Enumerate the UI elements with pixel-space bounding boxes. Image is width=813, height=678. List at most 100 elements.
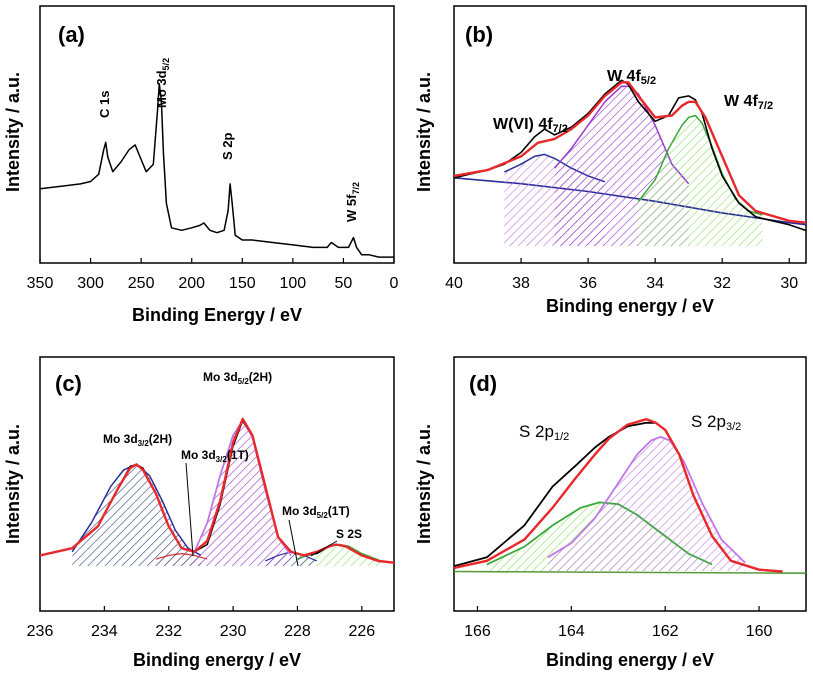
panel-b-annot-w4f52-sub: 5/2 [641,75,656,87]
panel-a-annot-mo3d-sub: 5/2 [161,58,171,71]
panel-a-annot-w5f-sub: 7/2 [351,182,361,195]
panel-d-ticks: 166 164 162 160 [464,606,773,640]
panel-a-xtick-label: 150 [229,275,256,292]
panel-a-title: (a) [58,22,85,47]
panel-b-xtick-label: 32 [713,275,731,292]
panel-c-leader-s2s [310,540,338,557]
panel-c-leader-1t-b [288,519,299,567]
panel-d-xlabel: Binding energy / eV [546,650,714,670]
panel-b-ticks: 40 38 36 34 32 30 [445,258,798,292]
panel-c-xtick-label: 236 [27,623,54,640]
panel-b-series [453,79,807,246]
panel-b-annot-w4f52: W 4f5/2 [607,68,656,87]
panel-a-annot-s2p: S 2p [220,132,235,160]
panel-d-frame [453,356,807,612]
panel-a-xtick-label: 50 [335,275,353,292]
panel-b-xtick-label: 38 [512,275,530,292]
panel-c-ticks: 236 234 232 230 228 226 [27,606,375,640]
panel-a-ticks: 350 300 250 200 150 100 50 0 [27,258,399,292]
panel-c-annot-mo-d32-2h-tail: (2H) [149,432,172,446]
panel-c-xlabel: Binding energy / eV [133,650,301,670]
panel-d-annot-s2p12: S 2p1/2 [519,422,569,443]
panel-d-annot-s2p12-main: S 2p [519,422,554,441]
panel-a-frame [39,5,395,264]
panel-b-annot-wvi: W(VI) 4f7/2 [493,116,568,135]
panel-b-title: (b) [465,22,493,47]
panel-c-annot-mo-d52-2h: Mo 3d5/2(2H) [203,370,272,386]
panel-b-annot-w4f72-sub: 7/2 [758,100,773,112]
panel-b-frame [453,5,807,264]
panel-a-xtick-label: 350 [27,275,54,292]
panel-c-leader-1t [185,462,194,557]
panel-a-annot-mo3d: Mo 3d5/2 [154,58,171,108]
panel-c-annot-mo-d52-1t-tail: (1T) [328,504,350,518]
panel-c-area-mo-3d3-2-2h [72,464,201,566]
panel-c-xtick-label: 226 [348,623,375,640]
panel-d-xtick-label: 164 [558,623,585,640]
panel-d-ylabel: Intensity / a.u. [414,424,434,544]
panel-b-annot-w4f72: W 4f7/2 [724,93,773,112]
panel-a: (a) 350 300 250 200 150 100 50 0 Binding Energy… [3,5,399,325]
panel-b-line-raw [453,79,807,232]
panel-c-annot-mo-d32-2h: Mo 3d3/2(2H) [103,432,172,448]
panel-c-annot-mo-d32-2h-sub: 3/2 [138,439,150,448]
panel-b-annot-w4f52-main: W 4f [607,68,641,85]
panel-c-annot-mo-d52-1t: Mo 3d5/2(1T) [282,504,350,520]
panel-d-line-s-2p3-2 [547,436,746,564]
panel-c-xtick-label: 230 [220,623,247,640]
panel-b-line-w-4f5-2 [554,85,690,185]
panel-d-annot-s2p32-sub: 3/2 [726,421,741,433]
panel-a-xtick-label: 200 [178,275,205,292]
panel-a-xtick-label: 100 [280,275,307,292]
panel-d-annot-s2p32: S 2p3/2 [691,412,741,433]
panel-d-xtick-label: 166 [464,623,491,640]
panel-b-xtick-label: 36 [579,275,597,292]
panel-b-xlabel: Binding energy / eV [546,296,714,316]
panel-a-xtick-label: 300 [77,275,104,292]
panel-a-xlabel: Binding Energy / eV [132,305,302,325]
panel-d-title: (d) [469,371,497,396]
panel-c-title: (c) [55,371,82,396]
panel-d-xtick-label: 160 [746,623,773,640]
panel-c-annot-mo-d32-2h-main: Mo 3d [103,432,138,446]
panel-d-area-s-2p3-2 [547,436,745,571]
panel-b-ylabel: Intensity / a.u. [414,72,434,192]
panel-d-xtick-label: 162 [652,623,679,640]
panel-a-line-survey [39,83,394,258]
panel-d-annot-s2p32-main: S 2p [691,412,726,431]
panel-d-series [453,418,807,574]
panel-c: (c) 236 234 232 230 228 226 Binding energy / … [3,356,395,670]
panel-c-ylabel: Intensity / a.u. [3,424,23,544]
panel-b-line-fit [453,81,807,224]
panel-c-area-mo-3d5-2-2h [194,420,291,566]
panel-d-line-fit [453,418,783,573]
panel-c-annot-mo-d32-1t-tail: (1T) [227,448,249,462]
panel-b-annot-wvi-sub: 7/2 [553,123,568,135]
panel-c-annot-mo-d52-1t-main: Mo 3d [282,504,317,518]
panel-d-annot-s2p12-sub: 1/2 [554,431,569,443]
panel-a-ylabel: Intensity / a.u. [3,72,23,192]
panel-c-annot-mo-d52-2h-main: Mo 3d [203,370,238,384]
panel-d-line-baseline [453,570,807,574]
panel-b: (b) 40 38 36 34 32 30 Binding energy / eV Int… [414,5,807,316]
panel-d: (d) 166 164 162 160 Binding energy / eV Int… [414,356,807,670]
panel-b-annot-w4f72-main: W 4f [724,93,758,110]
panel-c-xtick-label: 232 [155,623,182,640]
panel-c-xtick-label: 234 [91,623,118,640]
panel-a-xtick-label: 0 [390,275,399,292]
panel-c-annot-mo-d32-1t: Mo 3d3/2(1T) [181,448,249,464]
panel-a-annot-w5f: W 5f7/2 [344,182,361,222]
panel-c-annot-mo-d32-1t-main: Mo 3d [181,448,216,462]
panel-a-annot-mo3d-main: Mo 3d [154,70,169,108]
panel-c-xtick-label: 228 [284,623,311,640]
panel-a-xtick-label: 250 [128,275,155,292]
panel-c-line-fit [39,417,395,564]
panel-c-annot-mo-d52-2h-tail: (2H) [249,370,272,384]
panel-c-annot-s2s: S 2S [336,527,362,541]
panel-a-series [39,83,394,258]
panel-c-series [39,417,395,566]
panel-b-xtick-label: 40 [445,275,463,292]
panel-a-annot-c1s: C 1s [97,91,112,118]
panel-c-annot-mo-d52-2h-sub: 5/2 [238,377,250,386]
